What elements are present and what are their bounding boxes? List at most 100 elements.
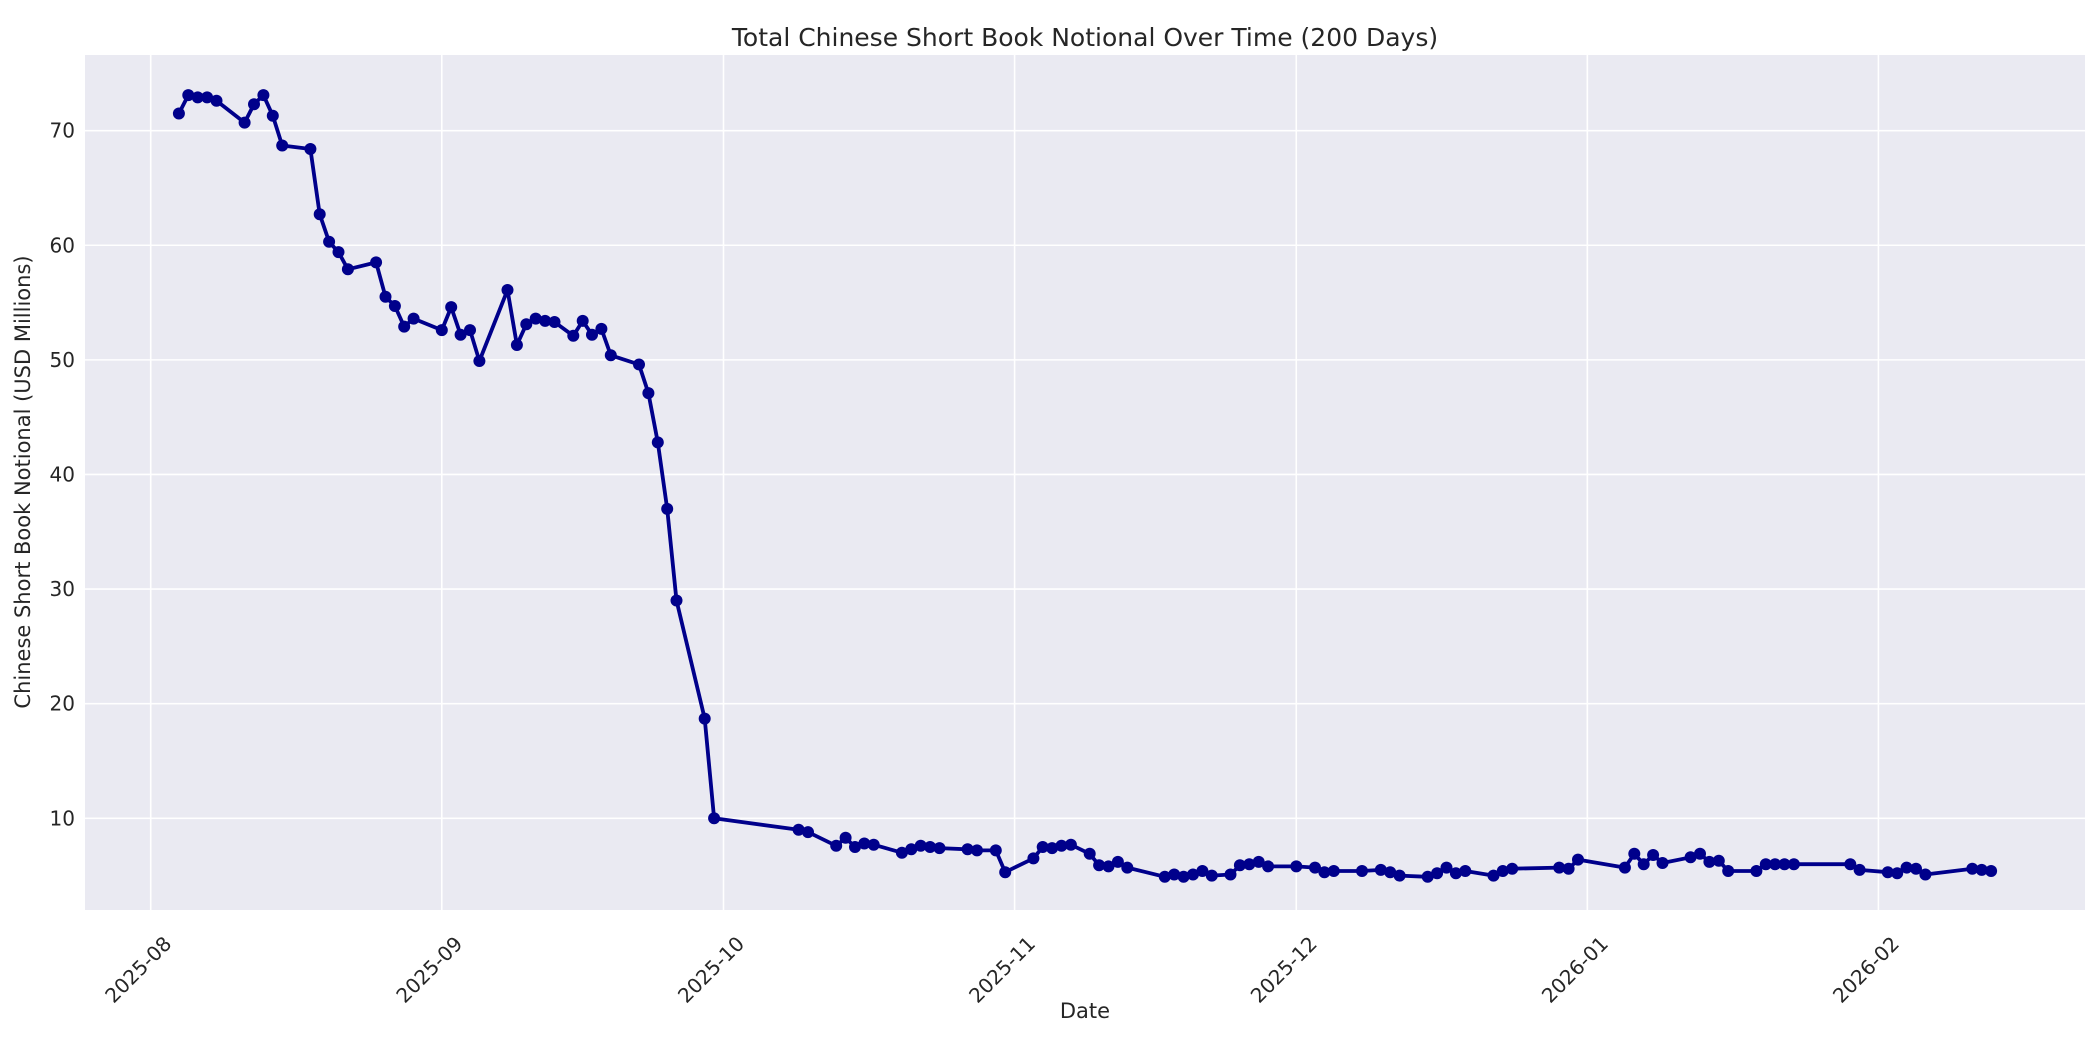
series-layer bbox=[172, 89, 1998, 883]
y-tick-label: 50 bbox=[50, 348, 75, 372]
y-tick-label: 70 bbox=[50, 119, 75, 143]
data-point-marker bbox=[529, 312, 542, 325]
data-point-marker bbox=[1628, 847, 1641, 860]
data-point-marker bbox=[1506, 862, 1519, 875]
data-point-marker bbox=[1327, 865, 1340, 877]
data-point-marker bbox=[1111, 855, 1124, 868]
data-point-marker bbox=[1703, 855, 1716, 868]
data-point-marker bbox=[435, 324, 448, 337]
data-point-marker bbox=[1384, 866, 1397, 879]
plot-background-layer bbox=[85, 55, 2085, 910]
data-point-marker bbox=[332, 246, 345, 259]
data-point-marker bbox=[473, 355, 486, 367]
data-point-marker bbox=[1778, 858, 1791, 871]
x-tick-label: 2025-08 bbox=[100, 932, 176, 1008]
data-point-marker bbox=[388, 300, 401, 312]
data-point-marker bbox=[1572, 853, 1584, 866]
data-point-marker bbox=[323, 235, 336, 248]
data-point-marker bbox=[1205, 869, 1218, 882]
data-point-marker bbox=[520, 318, 533, 331]
data-point-marker bbox=[1787, 858, 1800, 871]
data-point-marker bbox=[1985, 865, 1998, 877]
data-point-marker bbox=[1421, 870, 1434, 883]
x-tick-label: 2025-11 bbox=[964, 932, 1040, 1008]
data-point-marker bbox=[1694, 847, 1706, 860]
data-point-marker bbox=[454, 328, 467, 341]
data-point-marker bbox=[633, 358, 645, 371]
data-point-marker bbox=[1233, 859, 1246, 872]
data-point-marker bbox=[1562, 862, 1575, 875]
data-point-marker bbox=[398, 320, 411, 333]
data-point-marker bbox=[858, 837, 871, 850]
plot-area bbox=[85, 55, 2085, 910]
y-tick-label: 30 bbox=[50, 577, 75, 601]
data-point-marker bbox=[539, 314, 552, 327]
data-point-marker bbox=[1055, 839, 1068, 852]
x-tick-label: 2026-02 bbox=[1828, 932, 1904, 1008]
data-point-marker bbox=[1449, 867, 1462, 880]
data-point-marker bbox=[642, 387, 655, 400]
data-point-marker bbox=[464, 324, 476, 337]
data-point-marker bbox=[1637, 858, 1650, 871]
data-point-marker bbox=[257, 89, 270, 102]
data-point-marker bbox=[1374, 863, 1387, 876]
data-point-marker bbox=[1318, 866, 1331, 879]
data-point-marker bbox=[191, 91, 204, 104]
data-point-marker bbox=[905, 843, 918, 856]
data-point-marker bbox=[1910, 862, 1922, 875]
data-point-marker bbox=[407, 312, 420, 325]
data-point-marker bbox=[1064, 838, 1077, 851]
data-point-marker bbox=[1356, 865, 1368, 877]
data-point-marker bbox=[1102, 860, 1115, 873]
data-point-marker bbox=[971, 844, 983, 857]
data-point-marker bbox=[501, 284, 514, 296]
data-point-marker bbox=[1036, 841, 1049, 853]
data-point-marker bbox=[1769, 858, 1782, 871]
data-point-marker bbox=[849, 841, 861, 853]
data-point-marker bbox=[670, 594, 683, 607]
data-point-marker bbox=[924, 841, 937, 853]
data-point-marker bbox=[576, 314, 589, 327]
y-tick-label: 40 bbox=[50, 462, 75, 486]
data-point-marker bbox=[510, 339, 523, 351]
data-point-marker bbox=[1393, 869, 1406, 882]
x-tick-label: 2025-12 bbox=[1246, 932, 1322, 1008]
data-point-marker bbox=[839, 831, 852, 844]
data-point-marker bbox=[1309, 861, 1321, 874]
data-point-marker bbox=[1224, 868, 1237, 881]
data-point-marker bbox=[210, 94, 223, 107]
data-point-marker bbox=[1900, 861, 1913, 874]
data-point-marker bbox=[1881, 866, 1894, 879]
data-point-marker bbox=[1656, 857, 1669, 869]
data-point-marker bbox=[1177, 870, 1190, 883]
data-point-marker bbox=[1975, 863, 1988, 876]
data-point-marker bbox=[238, 116, 251, 129]
data-point-marker bbox=[1722, 865, 1735, 877]
gridline-layer bbox=[85, 55, 2085, 910]
data-point-marker bbox=[595, 322, 608, 335]
data-point-marker bbox=[604, 349, 617, 362]
data-point-marker bbox=[445, 301, 458, 314]
data-point-marker bbox=[1252, 855, 1265, 868]
data-point-marker bbox=[1440, 861, 1453, 874]
data-point-marker bbox=[989, 844, 1002, 857]
data-point-marker bbox=[1853, 863, 1866, 876]
data-point-marker bbox=[999, 866, 1012, 879]
data-point-marker bbox=[1919, 868, 1932, 881]
data-point-marker bbox=[586, 328, 598, 341]
data-point-marker bbox=[961, 843, 974, 856]
data-point-marker bbox=[1966, 862, 1979, 875]
data-point-marker bbox=[1168, 868, 1181, 881]
chart-title: Total Chinese Short Book Notional Over T… bbox=[731, 23, 1438, 52]
data-point-marker bbox=[708, 812, 721, 825]
data-point-marker bbox=[379, 290, 392, 303]
data-point-marker bbox=[304, 143, 317, 155]
data-point-marker bbox=[182, 89, 195, 102]
data-point-marker bbox=[1759, 858, 1772, 871]
data-point-marker bbox=[313, 208, 326, 221]
data-point-marker bbox=[1196, 865, 1209, 877]
data-point-marker bbox=[1262, 860, 1275, 873]
data-point-marker bbox=[802, 826, 814, 839]
data-point-marker bbox=[661, 502, 674, 515]
